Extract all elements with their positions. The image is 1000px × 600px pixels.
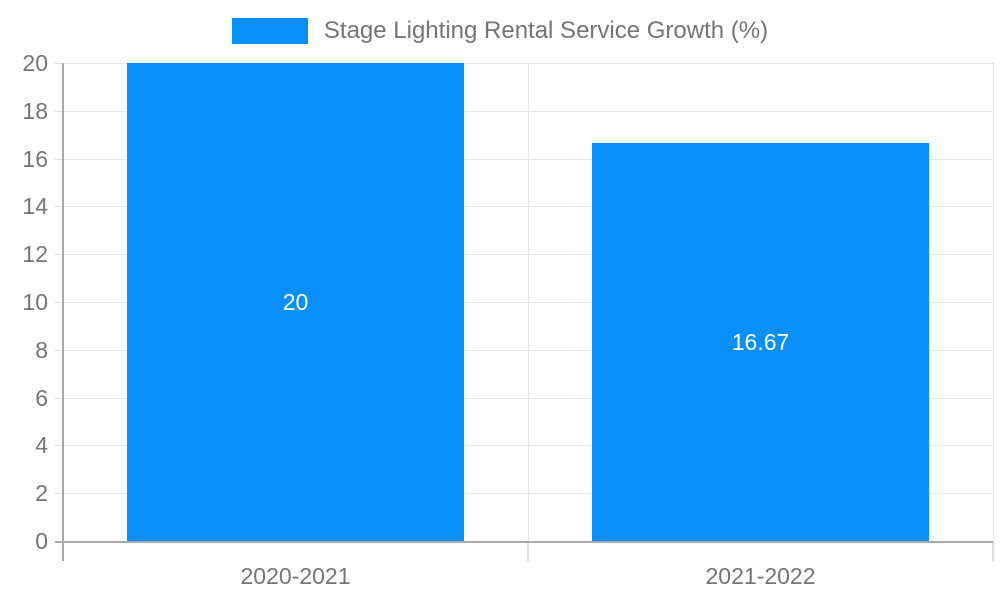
gridline-vertical (528, 63, 529, 541)
y-axis-tick (55, 206, 63, 207)
y-axis-tick-label: 20 (22, 50, 48, 76)
y-axis-tick (55, 493, 63, 494)
x-axis-tick (527, 541, 529, 561)
bar[interactable] (127, 63, 464, 541)
legend-label: Stage Lighting Rental Service Growth (%) (323, 17, 769, 44)
y-axis-tick-label: 2 (35, 480, 48, 506)
y-axis-tick (55, 254, 63, 255)
legend[interactable]: Stage Lighting Rental Service Growth (%) (0, 17, 1000, 45)
y-axis-tick (55, 302, 63, 303)
y-axis-tick-label: 0 (35, 528, 48, 554)
gridline-vertical (993, 63, 994, 541)
bar-value-label: 16.67 (731, 329, 790, 355)
y-axis-tick (55, 63, 63, 64)
y-axis-line (62, 63, 64, 561)
bar-value-label: 20 (282, 289, 309, 315)
y-axis-tick (55, 350, 63, 351)
y-axis-tick-label: 10 (22, 289, 48, 315)
y-axis-tick-label: 14 (22, 193, 48, 219)
y-axis-tick-label: 4 (35, 432, 48, 458)
x-axis-line (55, 541, 993, 543)
x-axis-tick (992, 541, 994, 561)
y-axis-tick-label: 18 (22, 98, 48, 124)
y-axis-tick (55, 111, 63, 112)
y-axis-tick-label: 12 (22, 241, 48, 267)
x-axis-category-label: 2021-2022 (705, 563, 816, 589)
y-axis-tick-label: 8 (35, 337, 48, 363)
y-axis-tick-label: 6 (35, 385, 48, 411)
bar[interactable] (592, 143, 929, 541)
y-axis-tick (55, 445, 63, 446)
y-axis-tick-label: 16 (22, 146, 48, 172)
y-axis-tick (55, 159, 63, 160)
x-axis-category-label: 2020-2021 (240, 563, 351, 589)
y-axis-tick (55, 398, 63, 399)
legend-swatch-icon (231, 18, 308, 44)
